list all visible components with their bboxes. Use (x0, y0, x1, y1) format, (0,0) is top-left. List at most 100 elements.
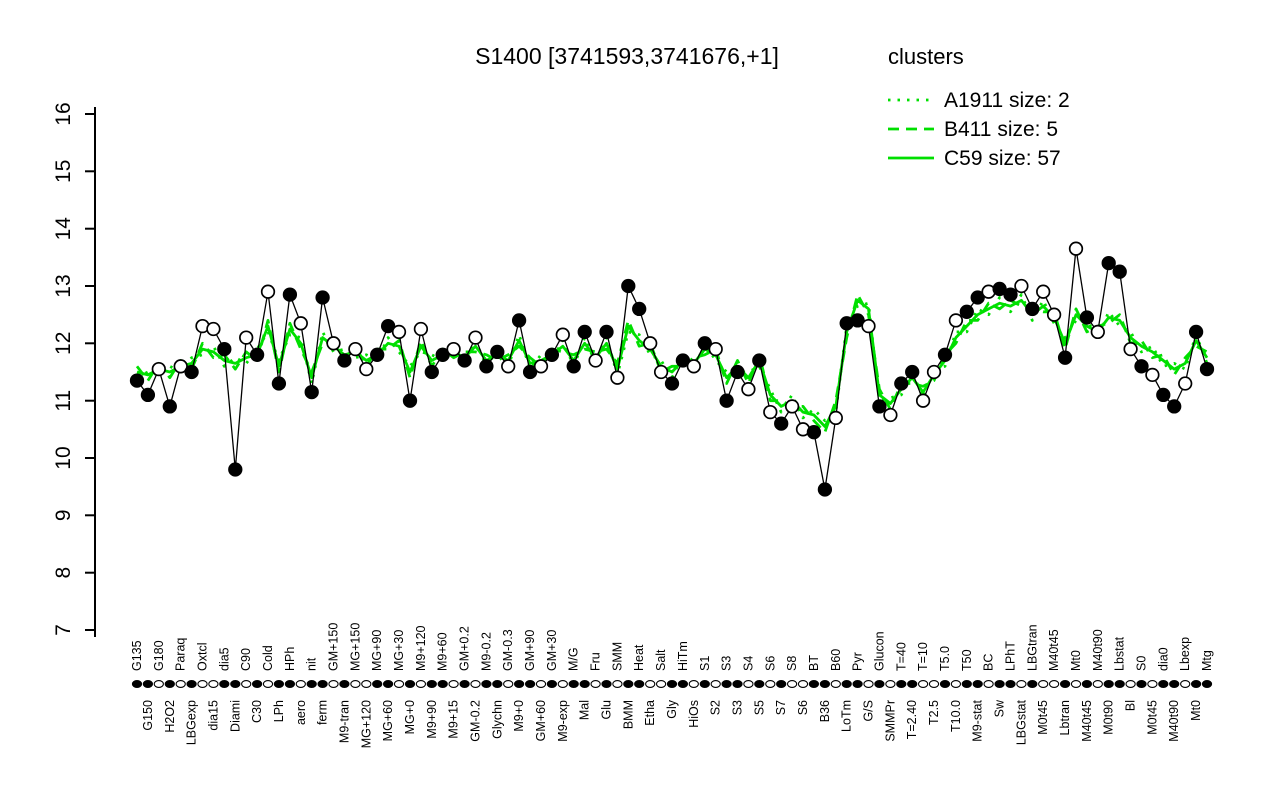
data-point (260, 284, 276, 299)
condition-marker (230, 680, 241, 688)
x-category-label: GM+60 (534, 700, 548, 741)
y-tick-label: 7 (52, 624, 75, 636)
data-point (391, 324, 407, 340)
x-category-label: C90 (239, 648, 253, 671)
data-point (1123, 341, 1138, 357)
data-point (894, 376, 909, 391)
x-axis-labels: G135 G150 G180 H2O2 Paraq LBGexp Oxtcl dia15 dia… (130, 623, 1214, 749)
condition-marker (590, 680, 601, 688)
x-category-label: SMMPr (883, 700, 897, 742)
data-point (184, 364, 199, 380)
condition-marker (393, 680, 405, 688)
data-point (544, 347, 560, 362)
y-tick-label: 15 (52, 160, 75, 183)
x-category-label: Fru (589, 652, 603, 671)
data-point (1025, 301, 1040, 317)
x-category-label: LBGtran (1025, 624, 1039, 671)
data-point (1112, 264, 1127, 279)
y-tick-label: 16 (52, 102, 75, 125)
x-category-label: M0t45 (1036, 700, 1050, 735)
x-category-label: M9-stat (971, 699, 985, 741)
y-tick-label: 11 (52, 390, 75, 412)
x-category-label: S3 (731, 700, 745, 715)
condition-marker (1103, 680, 1114, 688)
x-category-label: Glucon (872, 631, 886, 671)
x-category-label: dia5 (217, 647, 231, 671)
x-category-label: HiTm (676, 641, 690, 671)
x-category-label: M9-0.2 (479, 632, 493, 671)
data-point (632, 301, 647, 317)
data-point (664, 376, 680, 391)
data-point (424, 364, 439, 380)
data-point (1079, 310, 1095, 325)
condition-marker (481, 680, 492, 688)
condition-marker (175, 680, 186, 688)
y-tick-label: 9 (52, 509, 75, 521)
condition-marker (350, 680, 361, 688)
condition-marker (415, 680, 427, 688)
data-point (249, 347, 265, 362)
y-tick-label: 13 (52, 274, 75, 297)
data-point (719, 393, 734, 408)
data-point (1101, 255, 1116, 271)
data-point (970, 290, 985, 305)
x-category-label: dia15 (206, 700, 220, 731)
x-category-label: Gly (665, 699, 679, 719)
data-point (129, 373, 145, 388)
legend-item-label: B411 size: 5 (944, 118, 1058, 141)
x-category-label: T5.0 (938, 646, 952, 671)
data-point (162, 399, 177, 414)
condition-marker (492, 680, 503, 688)
x-category-label: LBGexp (185, 700, 199, 745)
y-axis: 7 8 9 10 11 12 13 14 15 16 (52, 102, 96, 637)
condition-marker (513, 680, 525, 688)
condition-marker (1081, 680, 1093, 688)
data-point (304, 384, 319, 400)
x-category-label: S4 (741, 656, 755, 671)
condition-marker (841, 680, 852, 688)
condition-marker (1125, 680, 1136, 688)
data-point (643, 336, 658, 351)
condition-marker (950, 680, 962, 688)
condition-marker (524, 680, 536, 688)
x-category-label: Lbexp (1178, 637, 1192, 671)
data-point (708, 341, 723, 357)
x-category-label: ferm (316, 700, 330, 725)
data-point (490, 344, 505, 360)
condition-marker (677, 680, 689, 688)
x-category-label: Pyr (851, 652, 865, 671)
condition-marker (382, 680, 394, 688)
x-category-label: T10.0 (949, 700, 963, 732)
condition-marker (339, 680, 350, 688)
condition-marker (1169, 680, 1180, 688)
x-category-label: Lbstat (1113, 636, 1127, 671)
condition-marker (1070, 680, 1082, 688)
data-point (959, 304, 974, 319)
x-category-label: SMM (610, 642, 624, 671)
data-point (446, 341, 461, 357)
condition-marker (819, 680, 831, 688)
data-point (1167, 399, 1182, 414)
condition-marker (808, 680, 820, 688)
condition-marker (655, 680, 667, 688)
x-category-label: T2.5 (927, 700, 941, 725)
x-category-label: S7 (774, 700, 788, 715)
condition-marker (448, 680, 459, 688)
condition-marker (852, 680, 863, 688)
x-category-label: aero (294, 700, 308, 725)
x-category-label: T=10 (916, 642, 930, 671)
x-category-label: GM+90 (523, 630, 537, 671)
x-category-label: MG+0 (403, 700, 417, 734)
data-point (566, 359, 581, 374)
condition-marker (153, 680, 164, 688)
data-point (217, 341, 232, 357)
x-category-label: Heat (632, 644, 646, 671)
x-category-label: G150 (141, 700, 155, 731)
x-category-label: MG+30 (392, 630, 406, 671)
x-category-label: GM-0.3 (501, 629, 515, 671)
data-point (293, 316, 308, 331)
data-point (948, 313, 964, 328)
data-point (1014, 278, 1029, 294)
x-category-label: S3 (720, 656, 734, 671)
data-point (511, 313, 527, 328)
